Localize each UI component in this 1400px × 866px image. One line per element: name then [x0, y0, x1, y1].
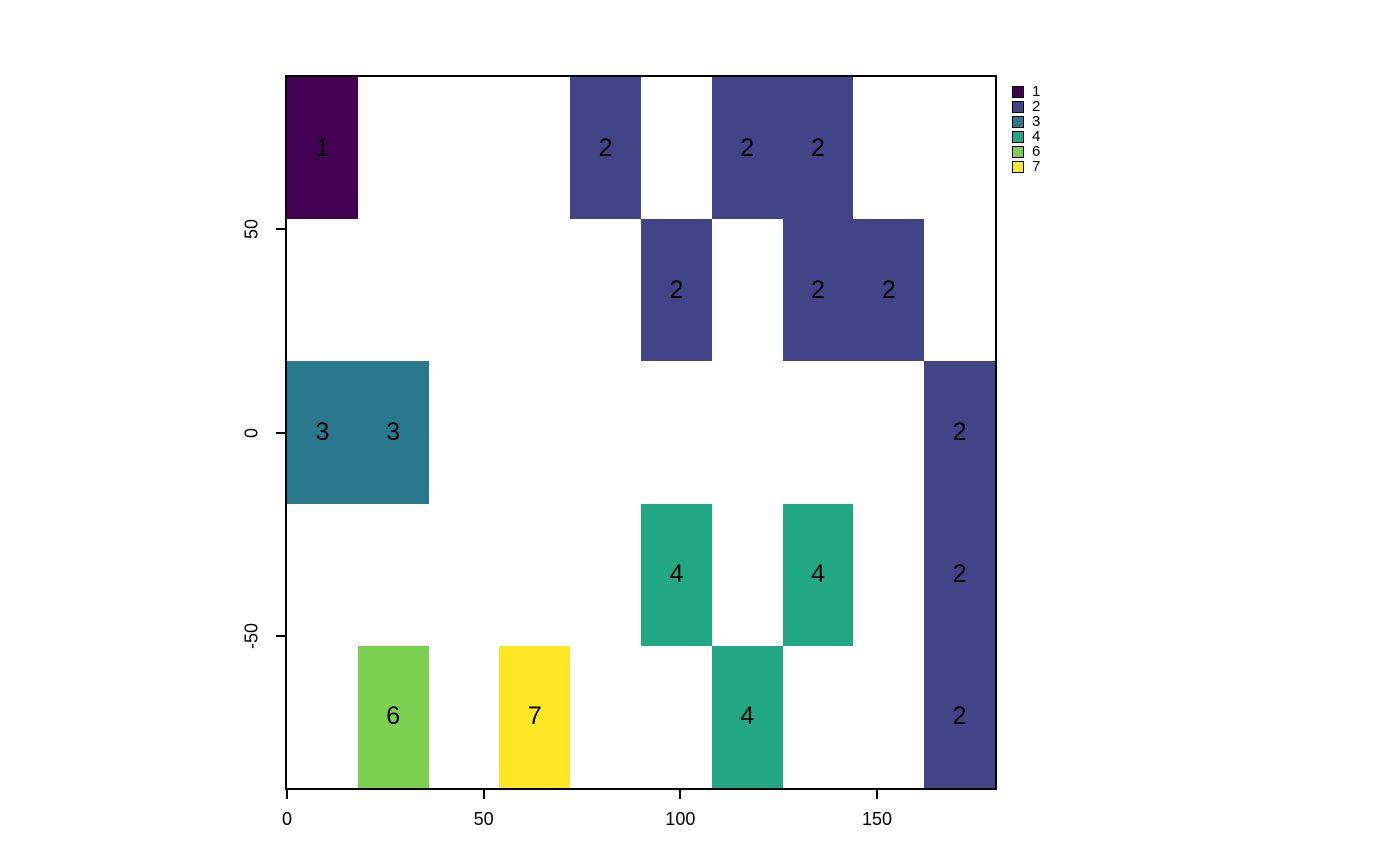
- legend-swatch: [1012, 160, 1024, 173]
- heatmap-cell: 2: [924, 503, 995, 646]
- y-axis-tick-label: 50: [241, 219, 262, 240]
- cell-value-label: 2: [952, 560, 967, 589]
- x-axis-tick-mark: [482, 790, 485, 799]
- legend-entry: 6: [1012, 144, 1040, 159]
- heatmap-cell: 4: [711, 645, 783, 788]
- legend-label: 4: [1032, 128, 1041, 145]
- legend-entry: 3: [1012, 114, 1040, 129]
- cell-value-label: 3: [315, 417, 330, 446]
- x-axis-tick-mark: [679, 790, 682, 799]
- heatmap-cell: 6: [357, 645, 429, 788]
- cell-value-label: 2: [740, 133, 755, 162]
- cell-value-label: 2: [669, 275, 684, 304]
- heatmap-cell: 2: [924, 645, 995, 788]
- heatmap-cell: 7: [499, 645, 571, 788]
- legend-entry: 4: [1012, 129, 1040, 144]
- cell-value-label: 4: [669, 560, 684, 589]
- x-axis-tick-mark: [286, 790, 288, 799]
- legend-entry: 1: [1012, 84, 1040, 99]
- heatmap-cell: 2: [711, 77, 783, 220]
- y-axis-tick-mark: [276, 228, 285, 231]
- heatmap-cell: 3: [287, 361, 358, 504]
- heatmap-cell: 4: [641, 503, 712, 646]
- cell-value-label: 3: [386, 417, 401, 446]
- legend-label: 2: [1032, 98, 1041, 115]
- y-axis-tick-label: -50: [241, 622, 262, 649]
- heatmap-cell: 3: [357, 361, 429, 504]
- cell-value-label: 2: [811, 133, 825, 162]
- cell-value-label: 2: [811, 275, 825, 304]
- heatmap-cell: 1: [287, 77, 358, 220]
- legend-swatch: [1012, 115, 1024, 128]
- legend-entry: 7: [1012, 159, 1040, 174]
- x-axis-tick-mark: [876, 790, 878, 799]
- y-axis-tick-label: 0: [241, 427, 262, 438]
- cell-value-label: 4: [740, 702, 755, 731]
- heatmap-cell: 2: [853, 219, 925, 362]
- legend-swatch: [1012, 100, 1024, 113]
- cell-value-label: 6: [386, 702, 401, 731]
- cell-value-label: 2: [881, 275, 896, 304]
- heatmap-cell: 2: [782, 219, 854, 362]
- legend-label: 6: [1032, 143, 1041, 160]
- x-axis-tick-label: 100: [665, 809, 696, 829]
- cell-value-label: 2: [952, 417, 967, 446]
- x-axis-tick-label: 0: [281, 809, 293, 829]
- heatmap-cell: 2: [782, 77, 854, 220]
- legend-label: 7: [1032, 158, 1041, 175]
- cell-value-label: 1: [315, 133, 330, 162]
- x-axis-tick-label: 50: [473, 809, 494, 829]
- legend-label: 1: [1032, 83, 1041, 100]
- cell-value-label: 2: [952, 702, 967, 731]
- legend-swatch: [1012, 85, 1024, 98]
- cell-value-label: 2: [598, 133, 613, 162]
- legend-label: 3: [1032, 113, 1041, 130]
- y-axis-tick-mark: [276, 634, 285, 637]
- y-axis-tick-mark: [276, 431, 285, 434]
- heatmap-cell: 2: [641, 219, 712, 362]
- legend-swatch: [1012, 145, 1024, 158]
- plot-area: 1 2 2 2 2 2 2 3 3 2 4 4 2 6 7 4 2: [285, 75, 997, 790]
- heatmap-cell: 2: [570, 77, 641, 220]
- cell-value-label: 4: [811, 560, 825, 589]
- legend-entry: 2: [1012, 99, 1040, 114]
- x-axis-tick-label: 150: [861, 809, 893, 829]
- cell-value-label: 7: [527, 702, 542, 731]
- heatmap-cell: 4: [782, 503, 854, 646]
- legend-swatch: [1012, 130, 1024, 143]
- heatmap-cell: 2: [924, 361, 995, 504]
